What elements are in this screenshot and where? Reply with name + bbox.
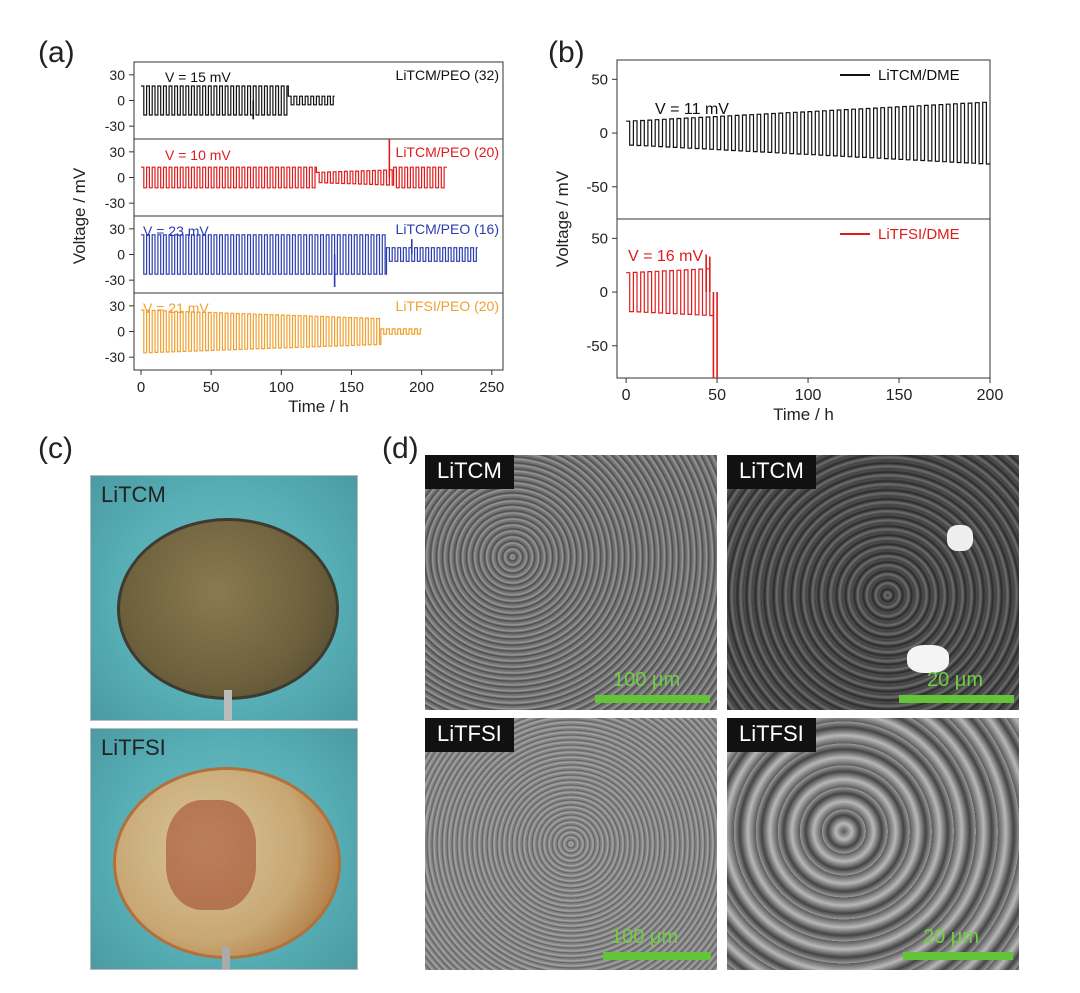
series-label: LiTCM/PEO (32) (396, 67, 499, 83)
x-tick-label: 50 (708, 387, 726, 404)
scale-bar (595, 695, 710, 703)
y-tick-label: 0 (117, 93, 125, 109)
y-tick-label: -30 (105, 272, 125, 288)
x-tick-label: 200 (409, 379, 434, 396)
photo-label-litfsi: LiTFSI (101, 735, 166, 760)
series-line (141, 309, 422, 354)
series-label: LiTCM/PEO (16) (396, 221, 499, 237)
x-tick-label: 150 (339, 379, 364, 396)
y-tick-label: 30 (109, 67, 125, 83)
series-label: LiTCM/PEO (20) (396, 144, 499, 160)
y-tick-label: -30 (105, 118, 125, 134)
x-tick-label: 200 (977, 387, 1004, 404)
panel-label-c: (c) (38, 432, 73, 465)
scale-bar-label: 100 μm (613, 669, 681, 691)
photo-litcm: LiTCM (90, 475, 358, 721)
sem-image: LiTFSI 20 μm (727, 718, 1019, 970)
sem-tag: LiTFSI (425, 718, 514, 752)
scale-bar-label: 20 μm (923, 926, 979, 948)
y-tick-label: 0 (600, 125, 608, 142)
series-line (141, 234, 478, 275)
y-tick-label: 30 (109, 144, 125, 160)
voltage-annotation: V = 10 mV (165, 147, 231, 163)
y-axis-label: Voltage / mV (553, 170, 572, 267)
panel-label-d: (d) (382, 432, 419, 465)
y-tick-label: 0 (117, 170, 125, 186)
sem-tag: LiTCM (425, 455, 514, 489)
y-tick-label: 0 (117, 324, 125, 340)
y-tick-label: 30 (109, 298, 125, 314)
x-tick-label: 0 (137, 379, 145, 396)
series-line (141, 166, 447, 189)
lithium-disk (117, 518, 339, 700)
panel-label-b: (b) (548, 36, 585, 69)
x-tick-label: 100 (795, 387, 822, 404)
x-axis-label: Time / h (773, 405, 834, 424)
disk-tab (222, 947, 230, 969)
y-axis-label: Voltage / mV (70, 167, 89, 264)
y-tick-label: 0 (117, 247, 125, 263)
bright-particle (947, 525, 973, 551)
legend-label: LiTFSI/DME (878, 226, 960, 243)
x-axis-label: Time / h (288, 397, 349, 416)
y-tick-label: -30 (105, 349, 125, 365)
scale-bar-label: 20 μm (927, 669, 983, 691)
sem-tag: LiTFSI (727, 718, 816, 752)
series-line (626, 101, 990, 165)
y-tick-label: -50 (586, 338, 608, 355)
scale-bar (903, 952, 1013, 960)
y-tick-label: 0 (600, 284, 608, 301)
x-tick-label: 250 (479, 379, 504, 396)
scale-bar (603, 952, 711, 960)
lithium-disk (113, 767, 341, 959)
voltage-annotation: V = 23 mV (143, 223, 209, 239)
bright-particle (907, 645, 949, 673)
x-tick-label: 100 (269, 379, 294, 396)
x-tick-label: 150 (886, 387, 913, 404)
series-line (141, 85, 335, 116)
voltage-charts: 30 0 -30 LiTCM/PEO (32) V = 15 mV 30 0 -30 LiTCM… (70, 59, 1004, 424)
voltage-annotation: V = 11 mV (655, 101, 729, 118)
sem-tag: LiTCM (727, 455, 816, 489)
legend-label: LiTCM/DME (878, 67, 960, 84)
sem-image: LiTFSI 100 μm (425, 718, 717, 970)
corrosion-patch (166, 800, 256, 910)
series-line (626, 268, 714, 317)
x-tick-label: 0 (622, 387, 631, 404)
x-tick-label: 50 (203, 379, 220, 396)
series-label: LiTFSI/PEO (20) (396, 298, 499, 314)
photo-label-litcm: LiTCM (101, 482, 166, 507)
voltage-annotation: V = 15 mV (165, 69, 231, 85)
voltage-annotation: V = 16 mV (628, 248, 703, 265)
sem-image: LiTCM 100 μm (425, 455, 717, 710)
sem-image: LiTCM 20 μm (727, 455, 1019, 710)
y-tick-label: -30 (105, 195, 125, 211)
photo-litfsi: LiTFSI (90, 728, 358, 970)
voltage-annotation: V = 21 mV (143, 300, 209, 316)
scale-bar (899, 695, 1014, 703)
scale-bar-label: 100 μm (611, 926, 679, 948)
disk-tab (224, 690, 232, 720)
y-tick-label: -50 (586, 179, 608, 196)
y-tick-label: 30 (109, 221, 125, 237)
y-tick-label: 50 (591, 230, 608, 247)
panel-label-a: (a) (38, 36, 75, 69)
y-tick-label: 50 (591, 71, 608, 88)
